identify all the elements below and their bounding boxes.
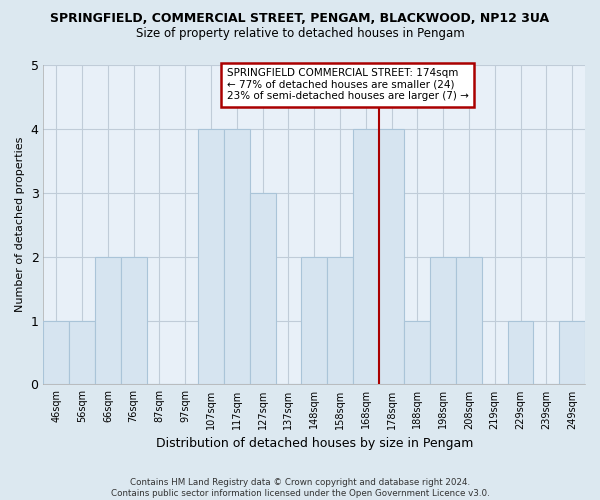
Bar: [404, 320, 430, 384]
Text: Contains HM Land Registry data © Crown copyright and database right 2024.
Contai: Contains HM Land Registry data © Crown c…: [110, 478, 490, 498]
Bar: [353, 129, 379, 384]
Bar: [224, 129, 250, 384]
Bar: [430, 256, 456, 384]
Text: SPRINGFIELD COMMERCIAL STREET: 174sqm
← 77% of detached houses are smaller (24)
: SPRINGFIELD COMMERCIAL STREET: 174sqm ← …: [227, 68, 469, 102]
Bar: [43, 320, 69, 384]
Bar: [69, 320, 95, 384]
Text: SPRINGFIELD, COMMERCIAL STREET, PENGAM, BLACKWOOD, NP12 3UA: SPRINGFIELD, COMMERCIAL STREET, PENGAM, …: [50, 12, 550, 26]
Bar: [508, 320, 533, 384]
Bar: [121, 256, 146, 384]
Bar: [250, 193, 275, 384]
Bar: [198, 129, 224, 384]
Bar: [379, 129, 404, 384]
Bar: [327, 256, 353, 384]
Text: Size of property relative to detached houses in Pengam: Size of property relative to detached ho…: [136, 28, 464, 40]
Bar: [95, 256, 121, 384]
Bar: [301, 256, 327, 384]
Bar: [456, 256, 482, 384]
X-axis label: Distribution of detached houses by size in Pengam: Distribution of detached houses by size …: [155, 437, 473, 450]
Y-axis label: Number of detached properties: Number of detached properties: [15, 137, 25, 312]
Bar: [559, 320, 585, 384]
